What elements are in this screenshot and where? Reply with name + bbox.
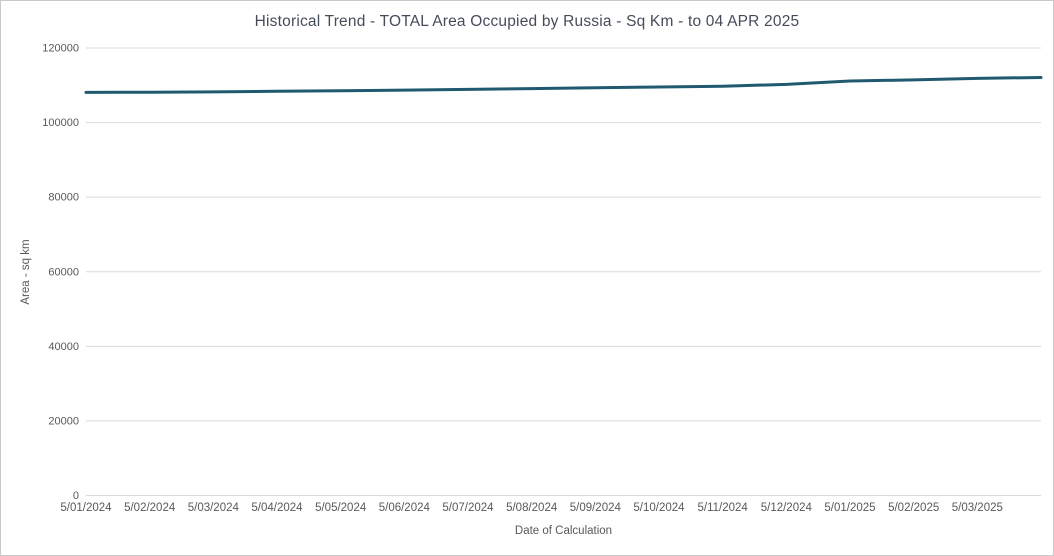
x-tick-label: 5/04/2024	[251, 502, 303, 514]
x-tick-label: 5/03/2024	[188, 502, 240, 514]
x-tick-label: 5/10/2024	[633, 502, 685, 514]
y-tick-label: 120000	[42, 43, 79, 55]
y-tick-label: 60000	[48, 266, 79, 278]
y-tick-label: 0	[73, 490, 79, 502]
x-tick-label: 5/06/2024	[379, 502, 431, 514]
x-tick-label: 5/02/2025	[888, 502, 939, 514]
trend-line	[84, 75, 1043, 94]
chart-title: Historical Trend - TOTAL Area Occupied b…	[254, 13, 800, 30]
y-tick-label: 100000	[42, 117, 79, 129]
y-tick-label: 80000	[48, 192, 79, 204]
x-tick-label: 5/12/2024	[761, 502, 813, 514]
x-tick-label: 5/09/2024	[570, 502, 622, 514]
y-tick-label: 20000	[48, 415, 79, 427]
x-tick-label: 5/03/2025	[952, 502, 1003, 514]
x-axis-title: Date of Calculation	[514, 525, 613, 537]
x-tick-label: 5/02/2024	[124, 502, 176, 514]
x-tick-label: 5/01/2024	[60, 502, 112, 514]
x-tick-label: 5/11/2024	[698, 502, 749, 514]
x-tick-label: 5/01/2025	[824, 502, 875, 514]
x-tick-label: 5/07/2024	[442, 502, 494, 514]
y-tick-label: 40000	[48, 341, 79, 353]
x-tick-label: 5/08/2024	[506, 502, 558, 514]
x-tick-label: 5/05/2024	[315, 502, 367, 514]
